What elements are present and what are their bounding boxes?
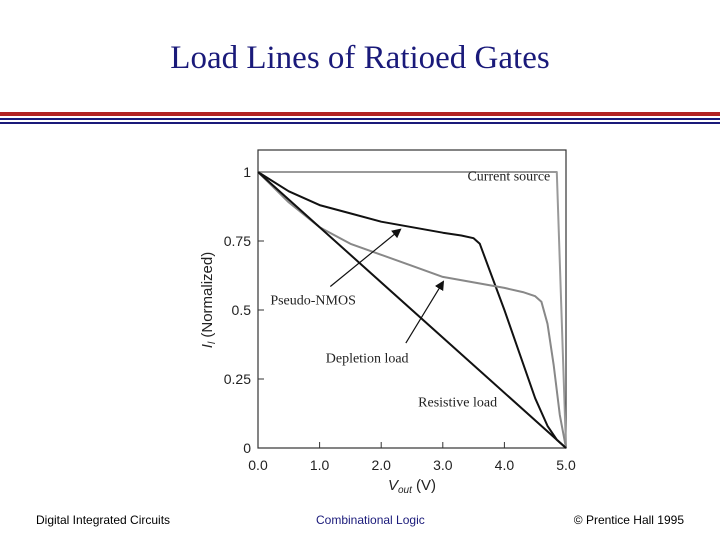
annotation-depletion-load: Depletion load [326,351,409,366]
x-tick-label: 3.0 [433,457,453,473]
title-rule-blue-2 [0,122,720,124]
annotation-current-source: Current source [467,169,550,184]
y-tick-label: 0 [243,440,251,456]
x-tick-label: 4.0 [495,457,515,473]
series-current-source [258,171,567,449]
x-tick-label: 2.0 [371,457,391,473]
annotation-arrow-pseudo-nmos [329,228,402,287]
y-tick-label: 1 [243,164,251,180]
annotation-arrow-depletion-load [405,280,445,344]
annotation-resistive-load: Resistive load [418,396,497,411]
y-tick-label: 0.25 [224,371,251,387]
title-rule-blue-1 [0,118,720,120]
x-tick-label: 0.0 [248,457,268,473]
annotation-pseudo-nmos: Pseudo-NMOS [270,293,356,308]
slide-title: Load Lines of Ratioed Gates [170,40,550,76]
series-resistive-load [257,171,567,449]
x-tick-label: 5.0 [556,457,576,473]
footer-course: Digital Integrated Circuits [36,513,171,527]
y-tick-label: 0.5 [232,302,252,318]
y-tick-label: 0.75 [224,233,251,249]
plot-frame [257,149,567,449]
footer-copyright: © Prentice Hall 1995 [573,513,684,527]
x-tick-label: 1.0 [310,457,330,473]
footer-topic: Combinational Logic [316,513,425,527]
title-rule-red [0,112,720,116]
y-axis-label: Il (Normalized) [199,252,218,348]
x-axis-label: Vout (V) [388,477,436,496]
series-depletion-load [257,171,567,449]
series-pseudo-nmos [257,171,567,449]
